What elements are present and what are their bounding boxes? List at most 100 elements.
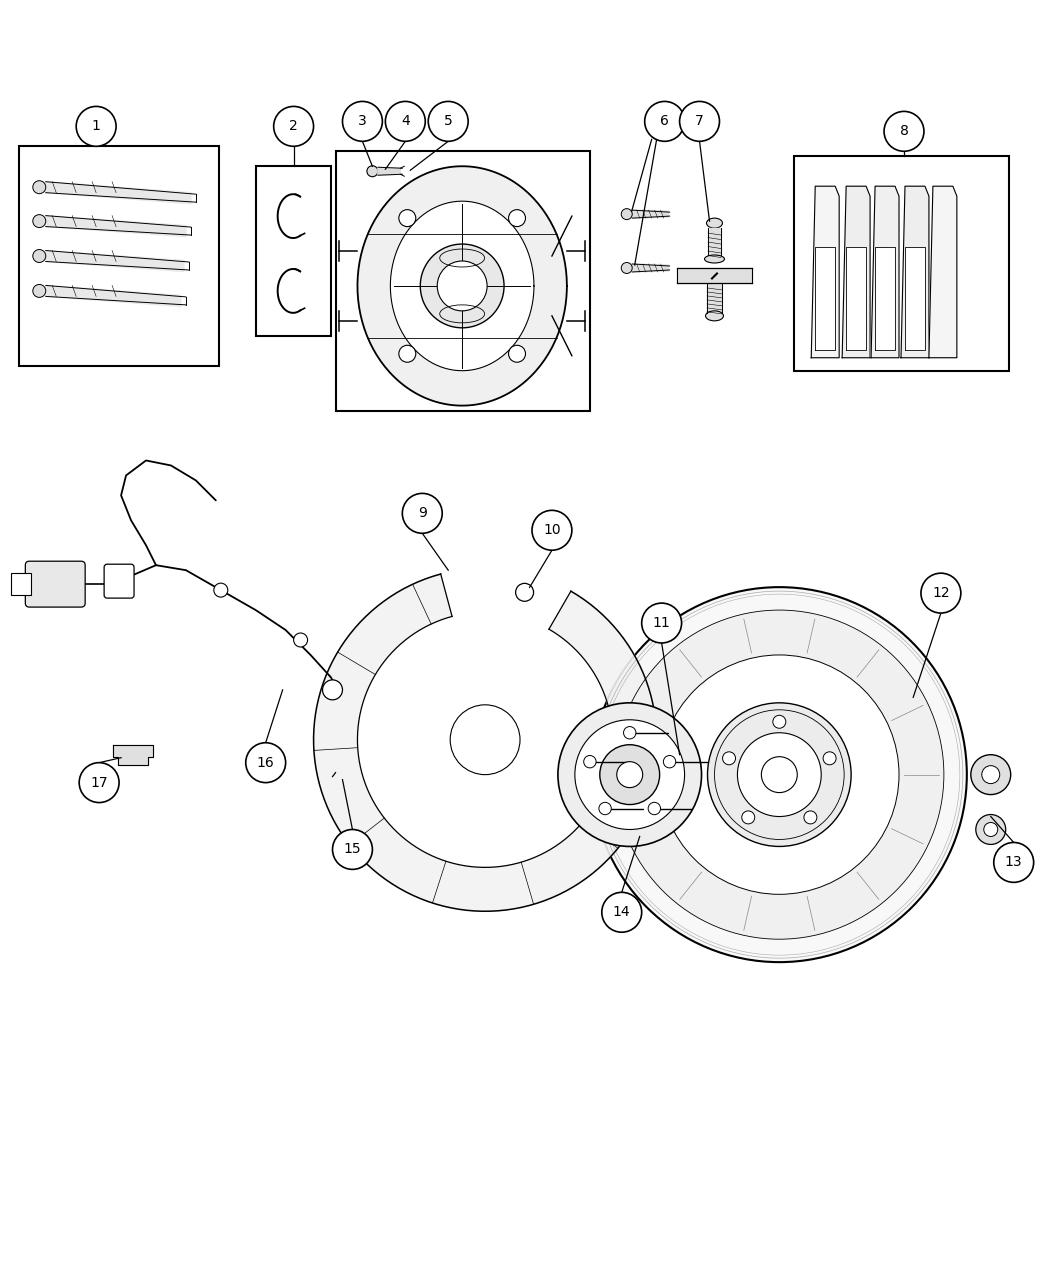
Ellipse shape — [705, 255, 724, 263]
Circle shape — [737, 733, 821, 816]
Circle shape — [532, 510, 572, 551]
Circle shape — [508, 346, 525, 362]
Circle shape — [584, 756, 596, 768]
Polygon shape — [314, 574, 656, 912]
Polygon shape — [901, 186, 929, 358]
Circle shape — [33, 250, 46, 263]
Circle shape — [366, 166, 378, 177]
Circle shape — [508, 209, 525, 227]
Circle shape — [971, 755, 1011, 794]
Circle shape — [614, 609, 944, 940]
Circle shape — [274, 106, 314, 147]
Circle shape — [399, 209, 416, 227]
Circle shape — [984, 822, 997, 836]
FancyBboxPatch shape — [25, 561, 85, 607]
Text: 15: 15 — [343, 843, 361, 857]
Text: 11: 11 — [653, 616, 671, 630]
Circle shape — [645, 102, 685, 142]
Circle shape — [437, 261, 487, 311]
Polygon shape — [815, 247, 835, 349]
Circle shape — [33, 214, 46, 227]
Polygon shape — [632, 264, 669, 272]
Circle shape — [598, 802, 611, 815]
Bar — [336, 152, 590, 411]
Circle shape — [741, 811, 755, 824]
Text: 7: 7 — [695, 115, 704, 129]
Bar — [794, 157, 1009, 371]
Polygon shape — [929, 186, 957, 358]
Circle shape — [322, 680, 342, 700]
Polygon shape — [872, 186, 899, 358]
Text: 5: 5 — [444, 115, 453, 129]
Text: 12: 12 — [932, 586, 949, 601]
Text: 17: 17 — [90, 775, 108, 789]
Circle shape — [616, 761, 643, 788]
Text: 10: 10 — [543, 523, 561, 537]
Text: 14: 14 — [613, 905, 631, 919]
Polygon shape — [632, 210, 669, 218]
Circle shape — [761, 756, 797, 793]
Polygon shape — [707, 283, 722, 312]
Polygon shape — [391, 201, 534, 371]
Text: 8: 8 — [900, 125, 908, 139]
Bar — [12, 574, 32, 595]
Circle shape — [294, 632, 308, 646]
Circle shape — [659, 655, 899, 894]
Circle shape — [574, 720, 685, 830]
Circle shape — [79, 762, 119, 802]
Polygon shape — [905, 247, 925, 349]
Circle shape — [622, 263, 632, 273]
Circle shape — [642, 603, 681, 643]
Polygon shape — [875, 247, 895, 349]
Circle shape — [921, 574, 961, 613]
Text: 1: 1 — [91, 120, 101, 134]
Text: 16: 16 — [257, 756, 274, 770]
Polygon shape — [46, 250, 184, 272]
Polygon shape — [113, 745, 153, 765]
Circle shape — [399, 346, 416, 362]
Circle shape — [679, 102, 719, 142]
Circle shape — [385, 102, 425, 142]
FancyBboxPatch shape — [104, 565, 134, 598]
Circle shape — [558, 703, 701, 847]
Circle shape — [342, 102, 382, 142]
Bar — [19, 147, 218, 366]
Circle shape — [708, 703, 852, 847]
Text: 4: 4 — [401, 115, 410, 129]
Circle shape — [333, 830, 373, 870]
Circle shape — [884, 111, 924, 152]
Circle shape — [975, 815, 1006, 844]
Circle shape — [664, 756, 676, 768]
Circle shape — [246, 743, 286, 783]
Polygon shape — [842, 186, 870, 358]
Bar — [256, 166, 331, 335]
Polygon shape — [708, 228, 721, 259]
Circle shape — [428, 102, 468, 142]
Ellipse shape — [707, 218, 722, 228]
Circle shape — [602, 892, 642, 932]
Polygon shape — [46, 182, 191, 204]
Circle shape — [450, 705, 520, 775]
Circle shape — [993, 843, 1033, 882]
Circle shape — [600, 745, 659, 805]
Polygon shape — [812, 186, 839, 358]
Polygon shape — [46, 286, 181, 306]
Circle shape — [804, 811, 817, 824]
Circle shape — [722, 752, 736, 765]
Text: 13: 13 — [1005, 856, 1023, 870]
Circle shape — [33, 181, 46, 194]
Circle shape — [622, 209, 632, 219]
Circle shape — [33, 284, 46, 297]
Text: 9: 9 — [418, 506, 426, 520]
Circle shape — [648, 802, 660, 815]
Circle shape — [420, 244, 504, 328]
Circle shape — [773, 715, 785, 728]
Circle shape — [214, 583, 228, 597]
Polygon shape — [676, 269, 753, 283]
Circle shape — [592, 586, 967, 963]
Polygon shape — [846, 247, 866, 349]
Circle shape — [823, 752, 836, 765]
Circle shape — [77, 106, 117, 147]
Circle shape — [516, 584, 533, 602]
Circle shape — [402, 493, 442, 533]
